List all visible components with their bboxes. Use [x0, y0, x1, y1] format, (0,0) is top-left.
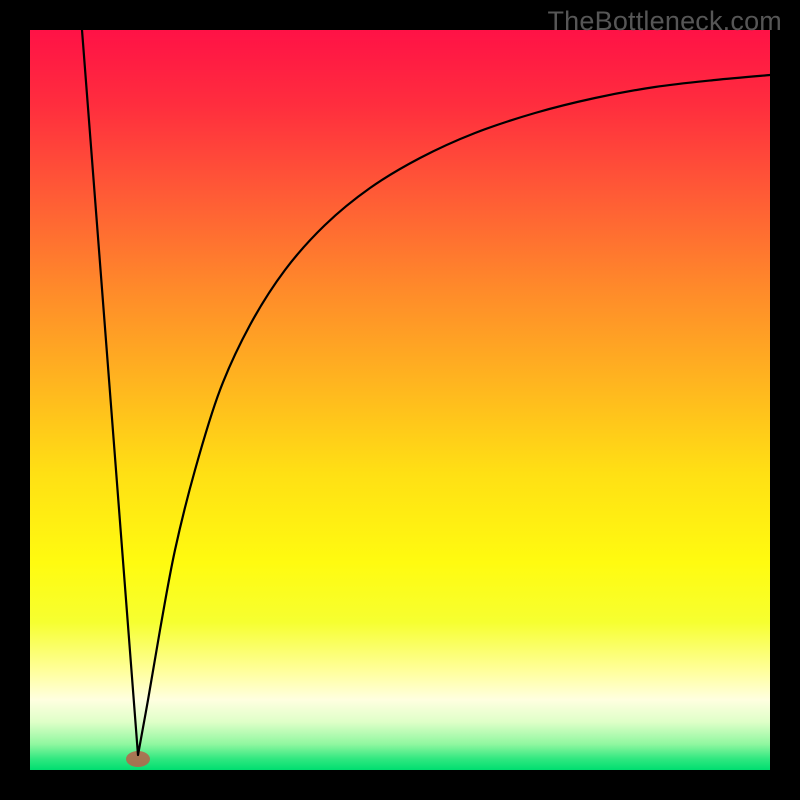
bottleneck-chart	[0, 0, 800, 800]
plot-background	[30, 30, 770, 770]
watermark-label: TheBottleneck.com	[547, 6, 782, 37]
chart-frame: TheBottleneck.com	[0, 0, 800, 800]
